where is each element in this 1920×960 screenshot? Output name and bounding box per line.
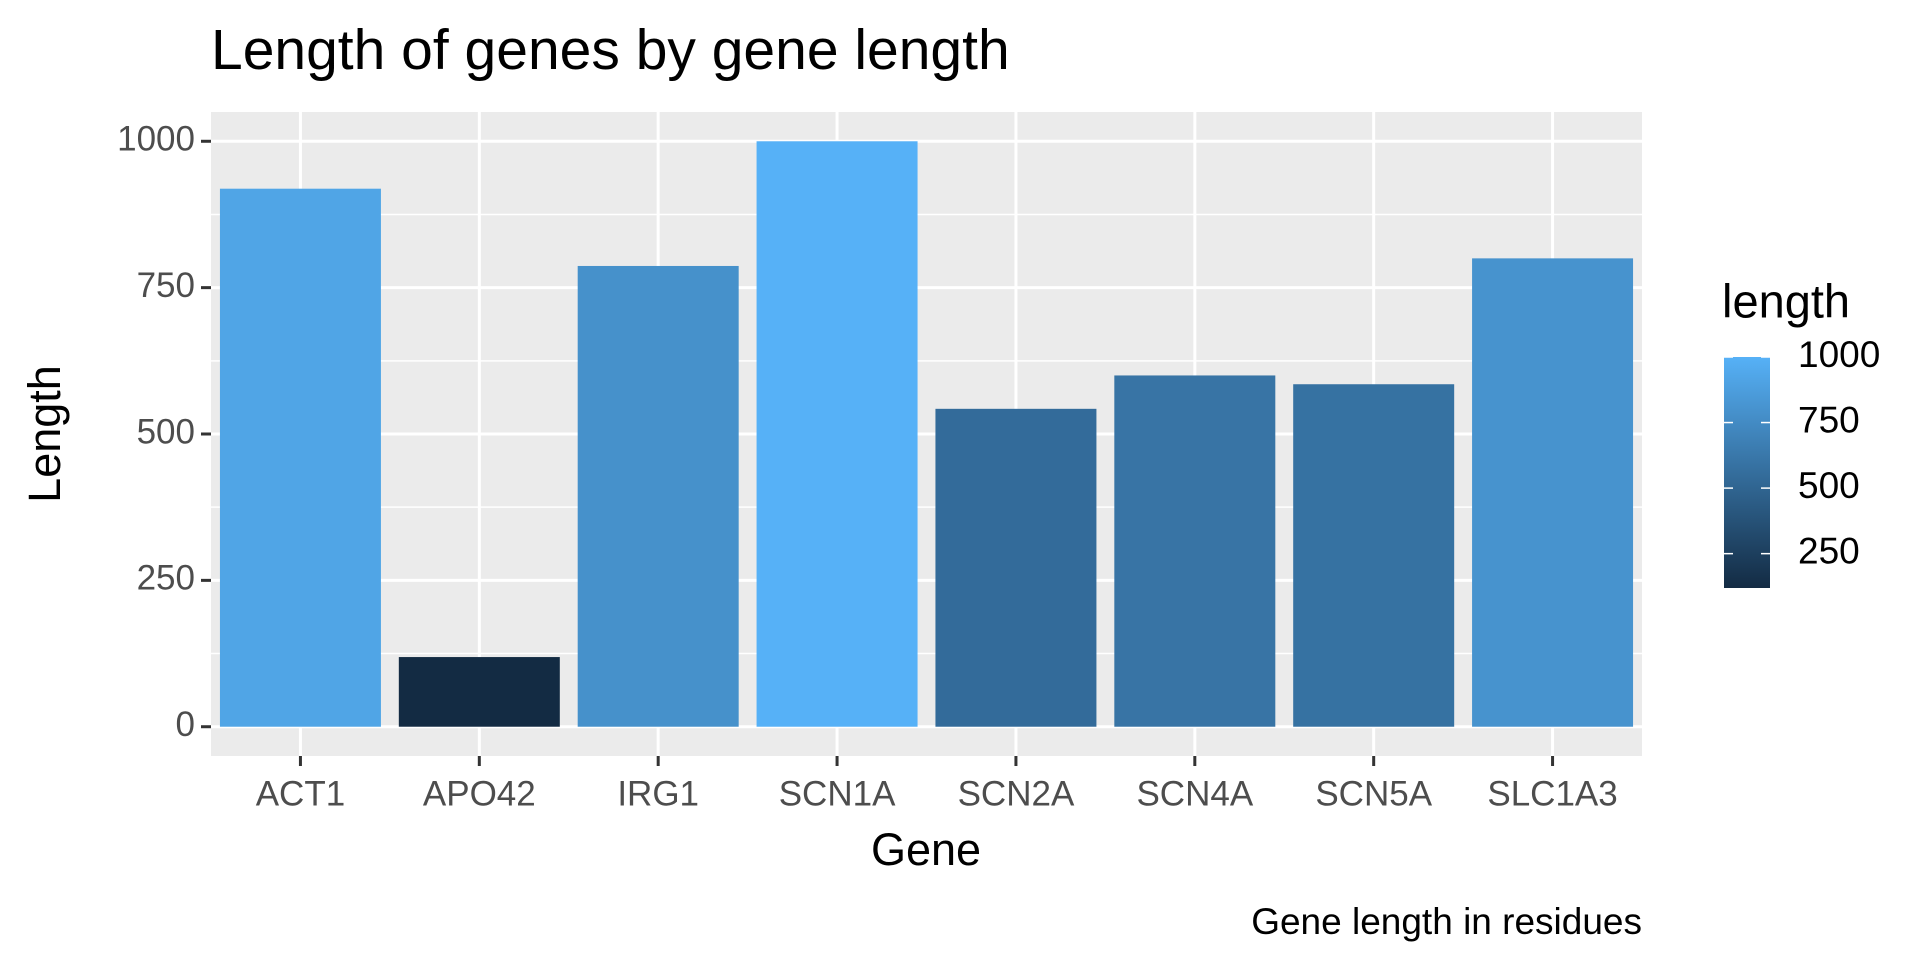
legend-label: 250 <box>1798 530 1860 571</box>
x-tick-label: APO42 <box>423 774 536 813</box>
y-tick-label: 1000 <box>117 120 195 159</box>
bar <box>398 657 560 727</box>
x-tick-label: SCN2A <box>958 774 1075 813</box>
x-axis-title: Gene <box>871 824 981 875</box>
marks <box>219 141 1634 727</box>
x-tick-label: SCN1A <box>779 774 896 813</box>
y-axis-title: Length <box>19 365 70 503</box>
x-tick-label: IRG1 <box>617 774 699 813</box>
bar <box>1293 384 1455 727</box>
bar <box>577 265 739 727</box>
legend-label: 500 <box>1798 465 1860 506</box>
y-tick-label: 250 <box>137 559 195 598</box>
bar <box>756 141 918 727</box>
bar <box>1472 258 1634 727</box>
legend-title: length <box>1722 274 1850 327</box>
caption: Gene length in residues <box>1251 901 1642 942</box>
bar <box>219 188 381 727</box>
bar <box>935 408 1097 727</box>
y-tick-label: 750 <box>137 266 195 305</box>
y-tick-label: 500 <box>137 412 195 451</box>
legend-label: 750 <box>1798 399 1860 440</box>
chart-title: Length of genes by gene length <box>211 18 1010 82</box>
x-tick-label: SCN4A <box>1136 774 1253 813</box>
x-tick-label: ACT1 <box>256 774 345 813</box>
y-tick-label: 0 <box>176 705 195 744</box>
x-tick-label: SLC1A3 <box>1487 774 1617 813</box>
colorbar <box>1724 357 1770 588</box>
x-tick-label: SCN5A <box>1315 774 1432 813</box>
legend-label: 1000 <box>1798 334 1880 375</box>
bar <box>1114 375 1276 727</box>
